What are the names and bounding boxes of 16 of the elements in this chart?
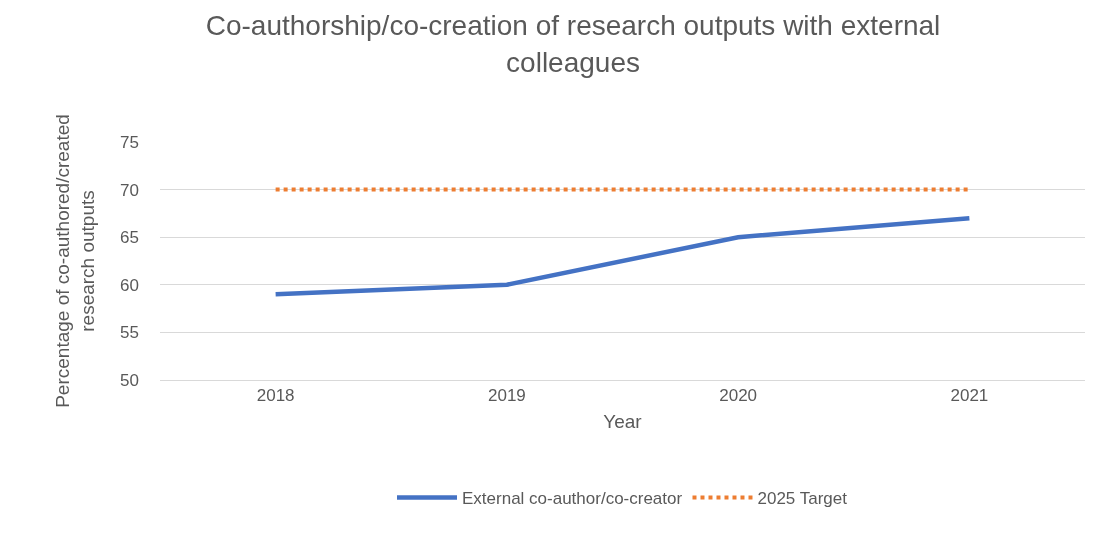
x-tick-label: 2020 xyxy=(719,386,758,406)
x-tick-label: 2019 xyxy=(487,386,526,406)
y-tick-label: 50 xyxy=(120,370,139,390)
y-tick-label: 60 xyxy=(120,275,139,295)
legend-label: 2025 Target xyxy=(757,489,848,509)
x-tick-label: 2021 xyxy=(950,386,989,406)
line-series xyxy=(273,215,972,297)
y-tick-label: 65 xyxy=(120,228,139,248)
y-tick-label: 55 xyxy=(120,323,139,343)
legend-label: External co-author/co-creator xyxy=(462,489,683,509)
y-tick-label: 70 xyxy=(120,180,139,200)
x-axis-title: Year xyxy=(603,411,643,433)
y-axis-title: Percentage of co-authored/created research outputs xyxy=(52,114,98,408)
y-tick-label: 75 xyxy=(120,132,139,152)
chart-title: Co-authorship/co-creation of research outputs with external colleagues xyxy=(205,10,941,78)
x-tick-label: 2018 xyxy=(256,386,295,406)
